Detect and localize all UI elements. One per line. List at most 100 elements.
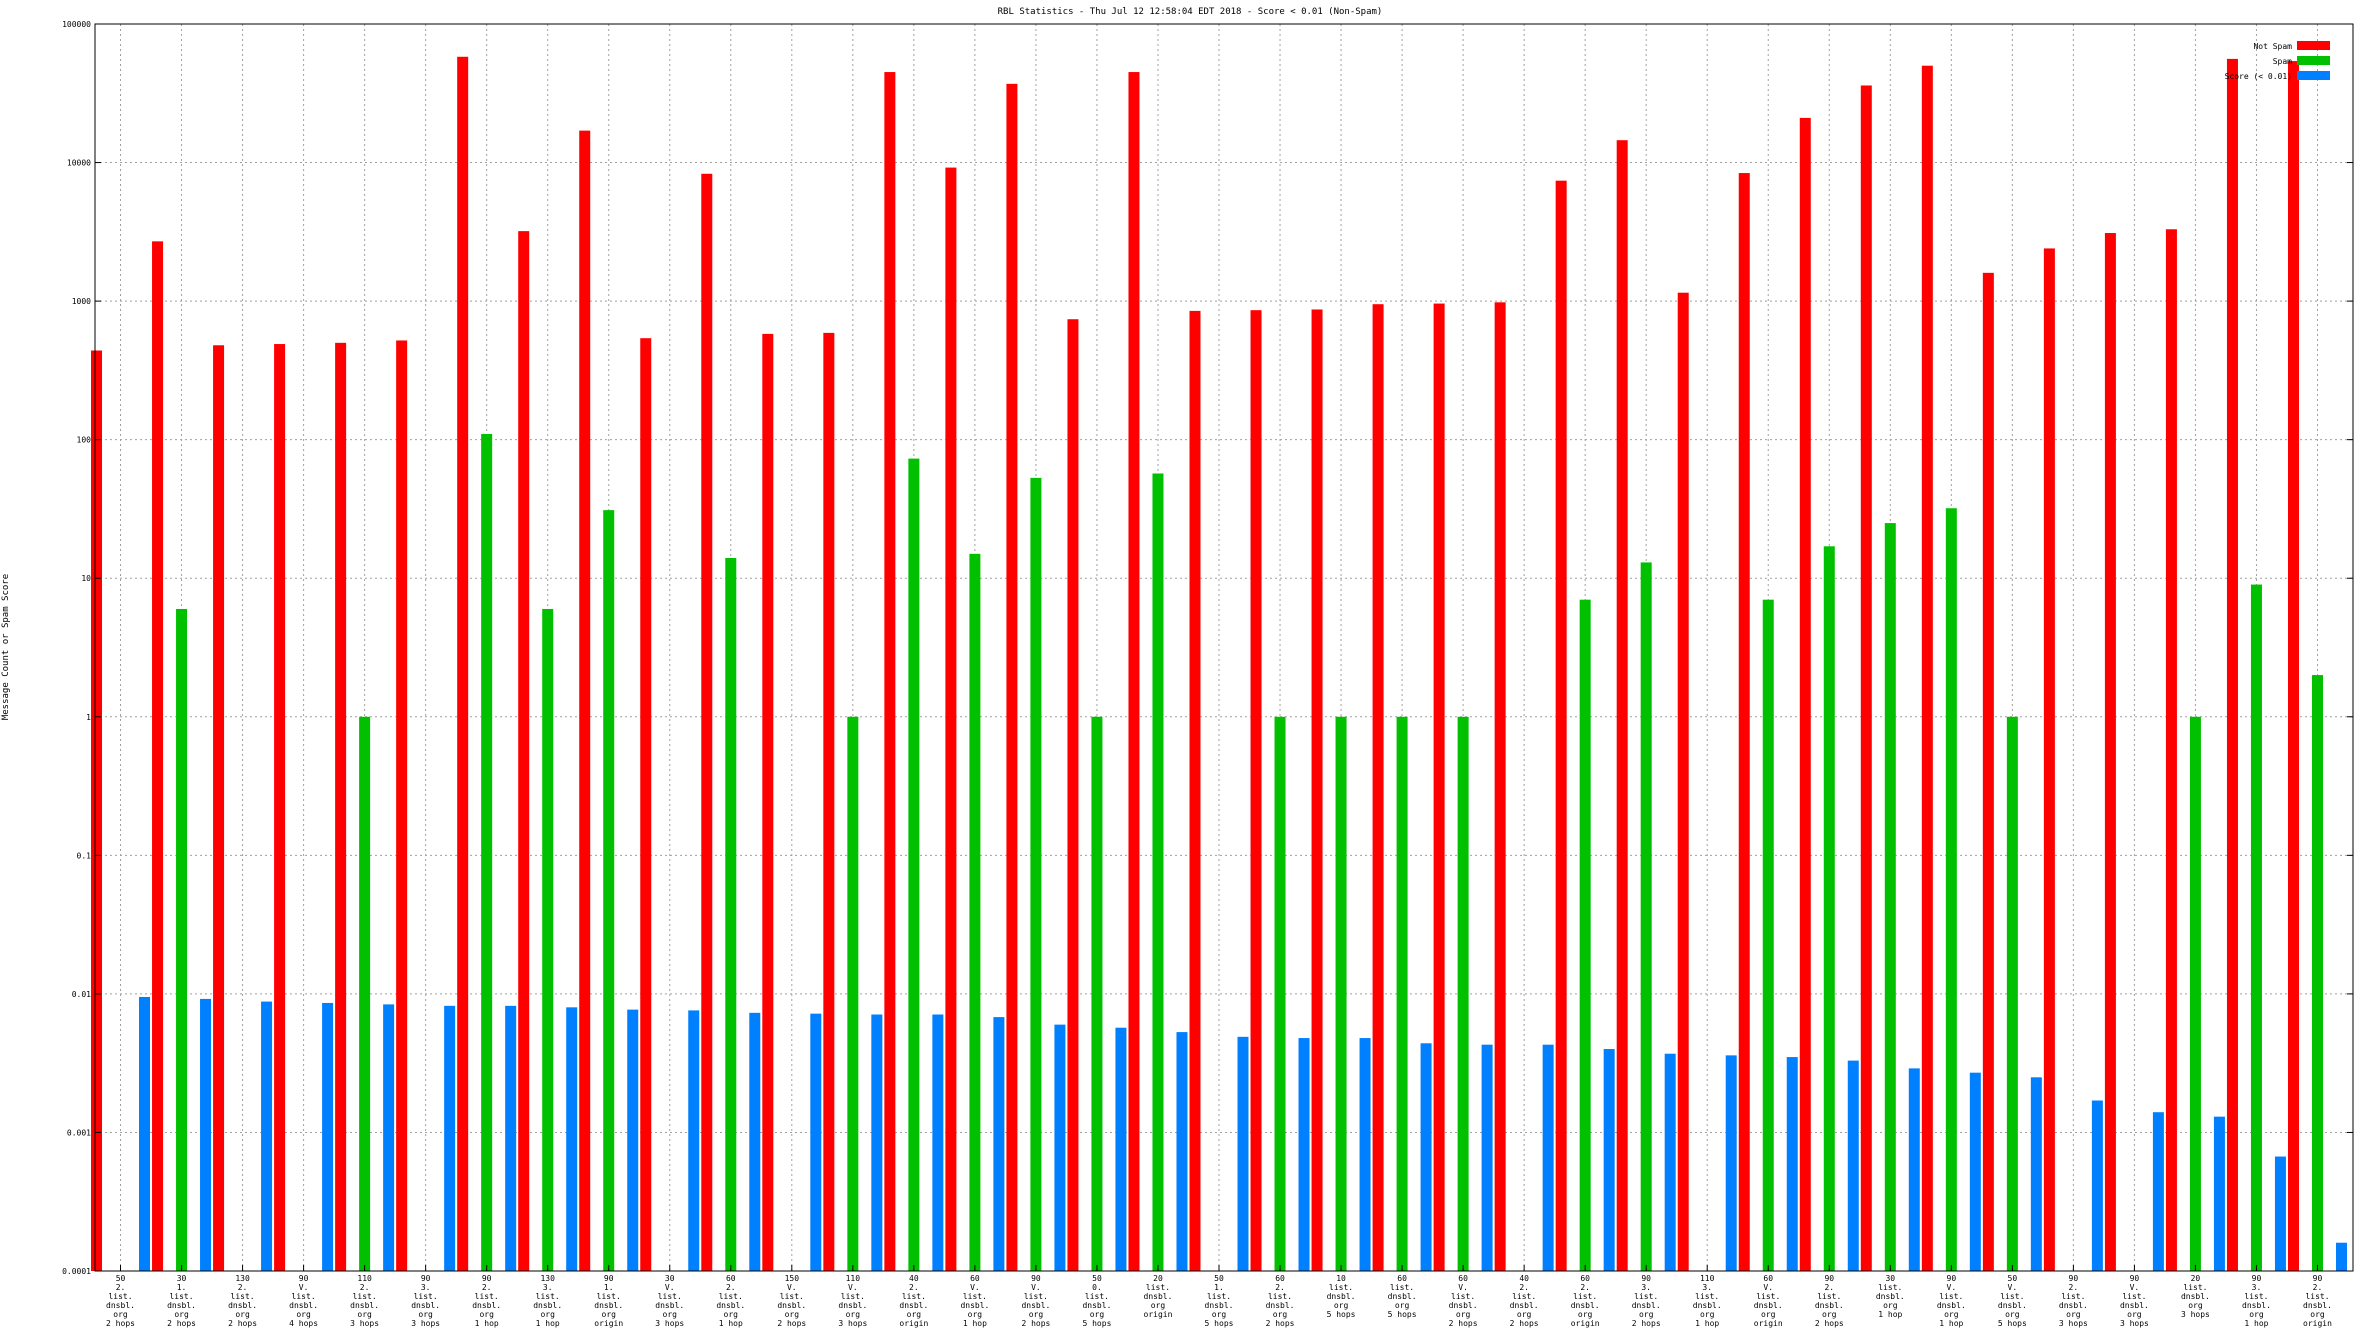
x-tick-label: org: [1883, 1301, 1898, 1310]
x-tick-label: dnsbl.: [472, 1301, 501, 1310]
bar-score-0-01: [505, 1005, 517, 1271]
x-tick-label: org: [1578, 1310, 1593, 1319]
x-tick-label: org: [2005, 1310, 2020, 1319]
x-tick-label: list.: [2305, 1292, 2329, 1301]
x-tick-label: org: [1761, 1310, 1776, 1319]
x-tick-label: dnsbl.: [350, 1301, 379, 1310]
bar-not-spam: [1677, 292, 1689, 1272]
x-tick-label: 2 hops: [228, 1319, 257, 1328]
bar-spam: [1579, 599, 1591, 1271]
x-tick-label: 1 hop: [536, 1319, 560, 1328]
legend-label: Not Spam: [2253, 42, 2292, 51]
x-tick-label: list.: [1024, 1292, 1048, 1301]
x-tick-label: 90: [2252, 1274, 2262, 1283]
x-tick-label: 3 hops: [2059, 1319, 2088, 1328]
y-tick-label: 100000: [62, 20, 91, 29]
x-tick-label: 3 hops: [350, 1319, 379, 1328]
x-tick-label: 50: [1214, 1274, 1224, 1283]
x-tick-label: dnsbl.: [1266, 1301, 1295, 1310]
x-tick-label: 40: [1519, 1274, 1529, 1283]
x-tick-label: list.: [1756, 1292, 1780, 1301]
x-tick-label: org: [1212, 1310, 1227, 1319]
x-tick-label: org: [2249, 1310, 2264, 1319]
bar-spam: [2250, 584, 2262, 1271]
bar-score-0-01: [2335, 1242, 2347, 1271]
x-tick-label: org: [479, 1310, 494, 1319]
y-tick-label: 0.01: [72, 990, 91, 999]
bar-not-spam: [396, 340, 408, 1271]
bar-score-0-01: [566, 1007, 578, 1271]
x-tick-label: list.: [1085, 1292, 1109, 1301]
x-tick-label: 2 hops: [1266, 1319, 1295, 1328]
chart-title: RBL Statistics - Thu Jul 12 12:58:04 EDT…: [998, 7, 1383, 17]
x-tick-label: dnsbl.: [655, 1301, 684, 1310]
bar-not-spam: [457, 56, 469, 1272]
bar-not-spam: [2104, 233, 2116, 1271]
x-tick-label: 10: [1336, 1274, 1346, 1283]
x-tick-label: 1 hop: [475, 1319, 499, 1328]
bar-spam: [1335, 716, 1347, 1271]
x-tick-label: list.: [719, 1292, 743, 1301]
x-tick-label: 1 hop: [2244, 1319, 2268, 1328]
bar-not-spam: [1799, 117, 1811, 1271]
x-tick-label: list.: [475, 1292, 499, 1301]
x-tick-label: list.: [1451, 1292, 1475, 1301]
bar-spam: [359, 716, 371, 1271]
x-tick-label: 3.: [1702, 1283, 1712, 1292]
bar-spam: [1152, 473, 1164, 1271]
x-tick-label: origin: [2303, 1319, 2332, 1328]
x-tick-label: 2.: [2069, 1283, 2079, 1292]
x-tick-label: V.: [848, 1283, 858, 1292]
bar-not-spam: [335, 342, 347, 1271]
x-tick-label: 2 hops: [1510, 1319, 1539, 1328]
x-tick-label: list.: [1634, 1292, 1658, 1301]
x-tick-label: org: [1273, 1310, 1288, 1319]
x-tick-label: list.: [2061, 1292, 2085, 1301]
x-tick-label: 110: [846, 1274, 861, 1283]
bar-score-0-01: [1481, 1044, 1493, 1271]
x-tick-label: org: [1029, 1310, 1044, 1319]
bar-spam: [481, 433, 493, 1271]
x-tick-label: org: [296, 1310, 311, 1319]
x-tick-label: org: [663, 1310, 678, 1319]
bar-not-spam: [1738, 173, 1750, 1271]
x-tick-label: 90: [421, 1274, 431, 1283]
bar-spam: [542, 608, 554, 1271]
x-tick-label: 40: [909, 1274, 919, 1283]
x-tick-label: 60: [1580, 1274, 1590, 1283]
bar-score-0-01: [2274, 1156, 2286, 1271]
bar-score-0-01: [932, 1014, 944, 1271]
bar-score-0-01: [444, 1005, 456, 1271]
x-tick-label: org: [785, 1310, 800, 1319]
bar-score-0-01: [1115, 1027, 1127, 1271]
bar-not-spam: [1189, 310, 1201, 1271]
x-tick-label: 5 hops: [1998, 1319, 2027, 1328]
x-tick-label: org: [724, 1310, 739, 1319]
x-tick-label: dnsbl.: [1876, 1292, 1905, 1301]
bar-spam: [1091, 716, 1103, 1271]
x-tick-label: V.: [1458, 1283, 1468, 1292]
x-tick-label: 90: [604, 1274, 614, 1283]
x-tick-label: 1 hop: [1695, 1319, 1719, 1328]
x-tick-label: 2 hops: [777, 1319, 806, 1328]
x-tick-label: 5 hops: [1082, 1319, 1111, 1328]
bar-not-spam: [884, 72, 896, 1272]
bar-score-0-01: [1664, 1053, 1676, 1271]
x-tick-label: org: [1151, 1301, 1166, 1310]
x-tick-label: 2.: [1580, 1283, 1590, 1292]
x-tick-label: V.: [2008, 1283, 2018, 1292]
x-tick-label: list.: [536, 1292, 560, 1301]
x-tick-label: 2 hops: [167, 1319, 196, 1328]
x-tick-label: 5 hops: [1205, 1319, 1234, 1328]
x-tick-label: 4 hops: [289, 1319, 318, 1328]
y-tick-label: 1: [86, 713, 91, 722]
bar-not-spam: [213, 345, 225, 1271]
x-tick-label: 3.: [2252, 1283, 2262, 1292]
x-tick-label: org: [1639, 1310, 1654, 1319]
x-tick-label: dnsbl.: [716, 1301, 745, 1310]
x-tick-label: dnsbl.: [167, 1301, 196, 1310]
bar-spam: [176, 608, 188, 1271]
x-tick-label: list.: [963, 1292, 987, 1301]
bar-marks: [91, 56, 2347, 1272]
legend: Not Spam Spam Score (< 0.01): [2225, 41, 2330, 81]
